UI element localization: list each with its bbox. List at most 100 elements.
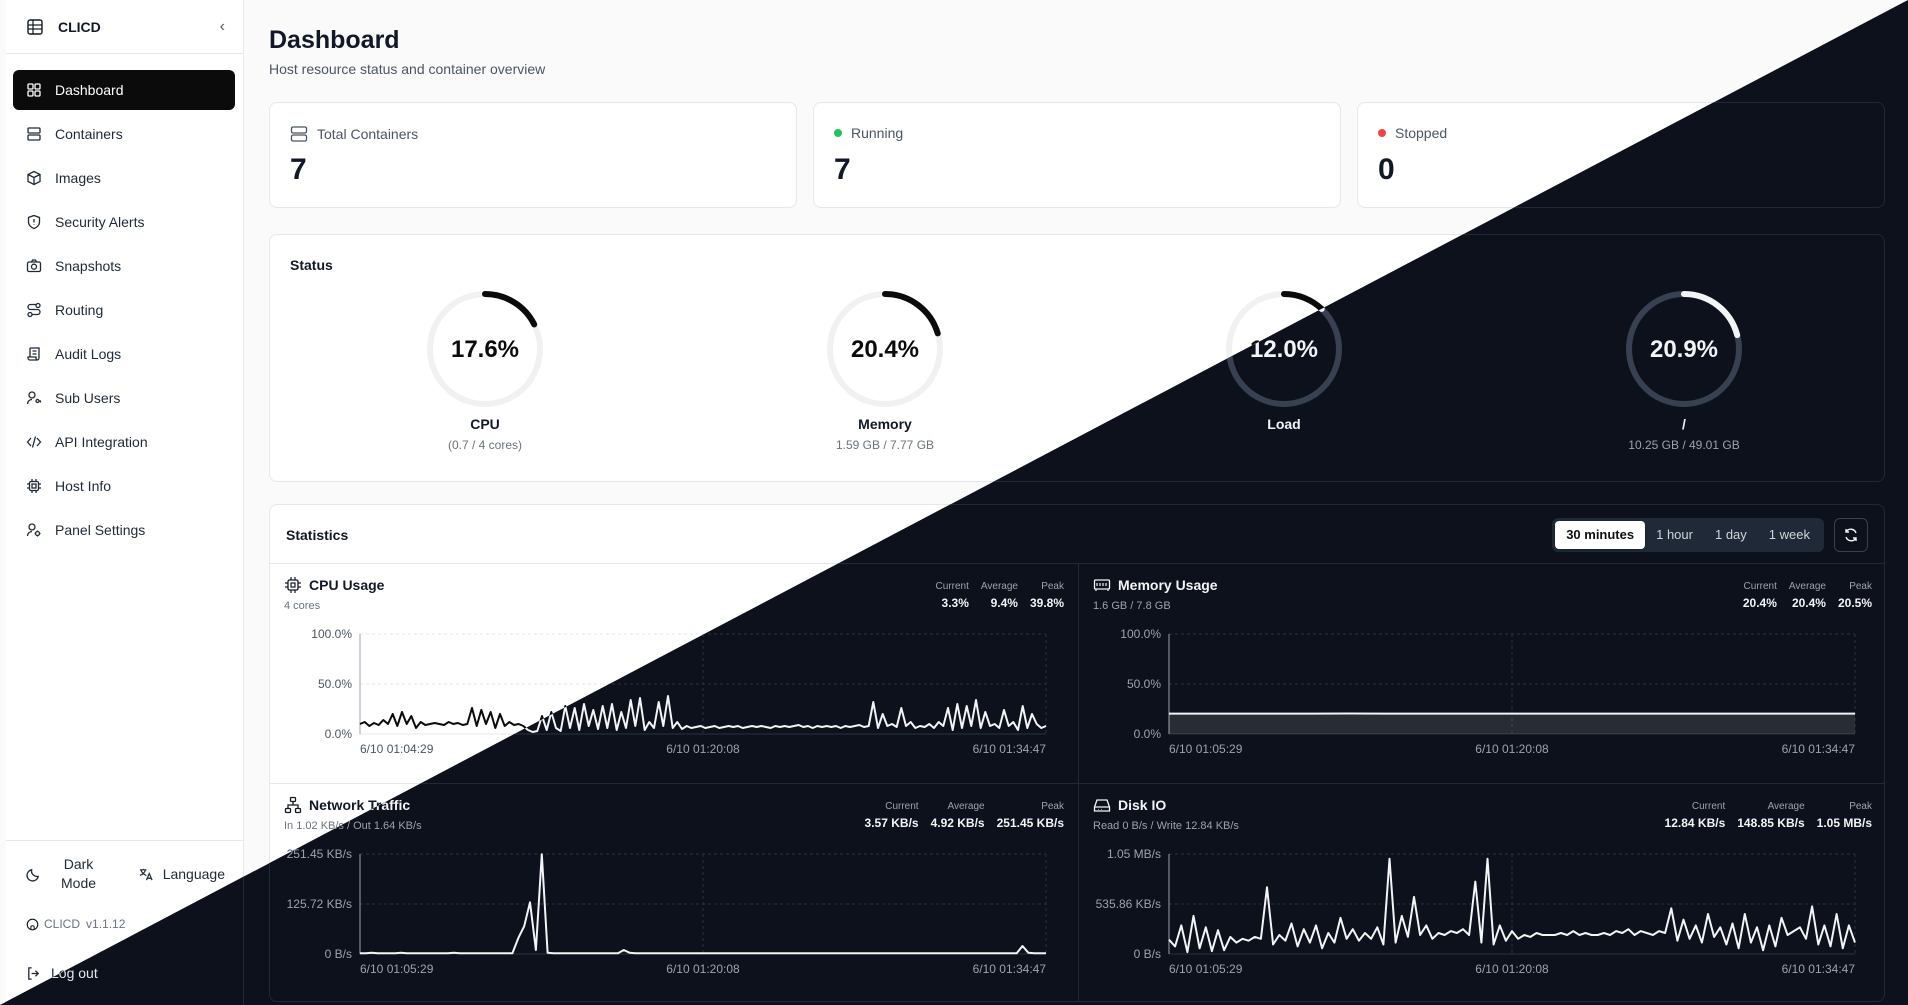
chart-title: Disk IO xyxy=(1118,797,1167,813)
y-tick-label: 50.0% xyxy=(318,677,352,691)
sidebar-item-panel-settings[interactable]: Panel Settings xyxy=(13,510,235,550)
gauge-label: Memory xyxy=(858,416,912,432)
chart-title: CPU Usage xyxy=(309,577,385,593)
y-tick-label: 0.0% xyxy=(1134,727,1162,741)
code-icon xyxy=(26,436,42,448)
sidebar-item-dashboard[interactable]: Dashboard xyxy=(13,70,235,110)
refresh-icon xyxy=(1845,528,1857,542)
x-tick-label: 6/10 01:34:47 xyxy=(973,962,1047,976)
sidebar-item-audit-logs[interactable]: Audit Logs xyxy=(13,334,235,374)
route-icon xyxy=(27,302,41,318)
y-tick-label: 125.72 KB/s xyxy=(287,897,352,911)
gauge-arc xyxy=(1226,291,1342,407)
chart-title: Memory Usage xyxy=(1118,577,1218,593)
sidebar-item-label: Dashboard xyxy=(55,82,124,98)
sidebar-item-images[interactable]: Images xyxy=(13,158,235,198)
sidebar-item-label: Images xyxy=(55,170,101,186)
gauge-memory: 20.4% Memory 1.59 GB / 7.77 GB xyxy=(765,287,1005,452)
server-icon xyxy=(27,18,43,35)
x-tick-label: 6/10 01:20:08 xyxy=(1475,742,1549,756)
gauge-ring: 20.9% xyxy=(1626,291,1742,407)
network-traffic-chart: Network TrafficIn 1.02 KB/s / Out 1.64 K… xyxy=(270,783,1078,1001)
x-tick-label: 6/10 01:34:47 xyxy=(1782,742,1856,756)
sidebar-item-label: Sub Users xyxy=(55,390,121,406)
shield-icon xyxy=(27,214,41,230)
total-containers-value: 7 xyxy=(290,153,307,186)
gauge-cpu: 17.6% CPU (0.7 / 4 cores) xyxy=(365,287,605,452)
gauge-disk: 20.9% / 10.25 GB / 49.01 GB xyxy=(1564,287,1804,452)
moon-icon xyxy=(26,868,40,882)
chart-plot: 1.05 MB/s 535.86 KB/s 0 B/s 6/10 01:05:29 6/… xyxy=(1096,847,1856,976)
y-tick-label: 0 B/s xyxy=(1134,947,1161,961)
y-tick-label: 1.05 MB/s xyxy=(1107,847,1161,861)
y-tick-label: 100.0% xyxy=(1120,627,1161,641)
dashboard-icon xyxy=(27,83,41,97)
gauge-detail: (0.7 / 4 cores) xyxy=(447,438,523,452)
sidebar-item-security-alerts[interactable]: Security Alerts xyxy=(13,202,235,242)
range-30-minutes[interactable]: 30 minutes xyxy=(1555,521,1646,549)
sidebar-item-label: Audit Logs xyxy=(55,346,122,362)
chart-subtitle: Read 0 B/s / Write 12.84 KB/s xyxy=(1093,820,1239,832)
running-dot-icon xyxy=(834,129,842,137)
chart-subtitle: 4 cores xyxy=(284,600,321,612)
chevron-left-icon[interactable]: ‹ xyxy=(219,17,225,35)
range-1-week[interactable]: 1 week xyxy=(1768,527,1810,542)
dark-mode-label-2: Mode xyxy=(61,875,97,891)
dark-mode-toggle[interactable]: Dark Mode xyxy=(26,855,96,893)
gauge-label: Load xyxy=(1267,416,1301,432)
gauge-ring: 17.6% xyxy=(427,291,543,407)
disk-icon xyxy=(1093,799,1111,812)
y-tick-label: 535.86 KB/s xyxy=(1096,897,1161,911)
user-gear-icon xyxy=(26,523,41,537)
refresh-button[interactable] xyxy=(1834,518,1868,552)
gauge-arc xyxy=(427,291,543,407)
y-tick-label: 50.0% xyxy=(1127,677,1161,691)
language-label: Language xyxy=(162,866,225,882)
running-card: Running 7 xyxy=(813,102,1341,208)
sidebar-item-api-integration[interactable]: API Integration xyxy=(13,422,235,462)
sidebar-item-routing[interactable]: Routing xyxy=(13,290,235,330)
sidebar-item-sub-users[interactable]: Sub Users xyxy=(13,378,235,418)
x-tick-label: 6/10 01:20:08 xyxy=(666,742,740,756)
github-icon xyxy=(26,918,39,930)
x-tick-label: 6/10 01:34:47 xyxy=(1782,962,1856,976)
sidebar-item-containers[interactable]: Containers xyxy=(13,114,235,154)
stopped-label: Stopped xyxy=(1395,125,1448,141)
version-number: v1.1.12 xyxy=(86,917,126,931)
containers-icon xyxy=(27,127,41,141)
stopped-dot-icon xyxy=(1378,129,1386,137)
logout-icon xyxy=(28,966,40,980)
x-tick-label: 6/10 01:05:29 xyxy=(1169,742,1243,756)
sidebar-item-snapshots[interactable]: Snapshots xyxy=(13,246,235,286)
x-tick-label: 6/10 01:04:29 xyxy=(360,742,434,756)
sidebar-item-label: Containers xyxy=(55,126,123,142)
scroll-icon xyxy=(27,347,40,361)
sidebar-item-host-info[interactable]: Host Info xyxy=(13,466,235,506)
version-name: CLICD xyxy=(44,917,81,931)
range-1-day[interactable]: 1 day xyxy=(1714,527,1747,542)
range-1-hour[interactable]: 1 hour xyxy=(1656,527,1693,542)
gauge-load: 12.0%Load xyxy=(1164,287,1404,438)
series-area xyxy=(1169,713,1855,734)
sidebar-nav: Dashboard Containers Images Security Alerts… xyxy=(6,54,243,550)
language-button[interactable]: Language xyxy=(138,866,225,882)
gauge-value: 20.9% xyxy=(1650,336,1718,363)
x-tick-label: 6/10 01:20:08 xyxy=(1475,962,1549,976)
gauge-detail: 1.59 GB / 7.77 GB xyxy=(835,438,935,452)
gauge-arc xyxy=(827,291,943,407)
sidebar-brand: CLICD ‹ xyxy=(6,0,243,54)
running-label: Running xyxy=(851,125,904,141)
chip-icon xyxy=(27,479,41,493)
